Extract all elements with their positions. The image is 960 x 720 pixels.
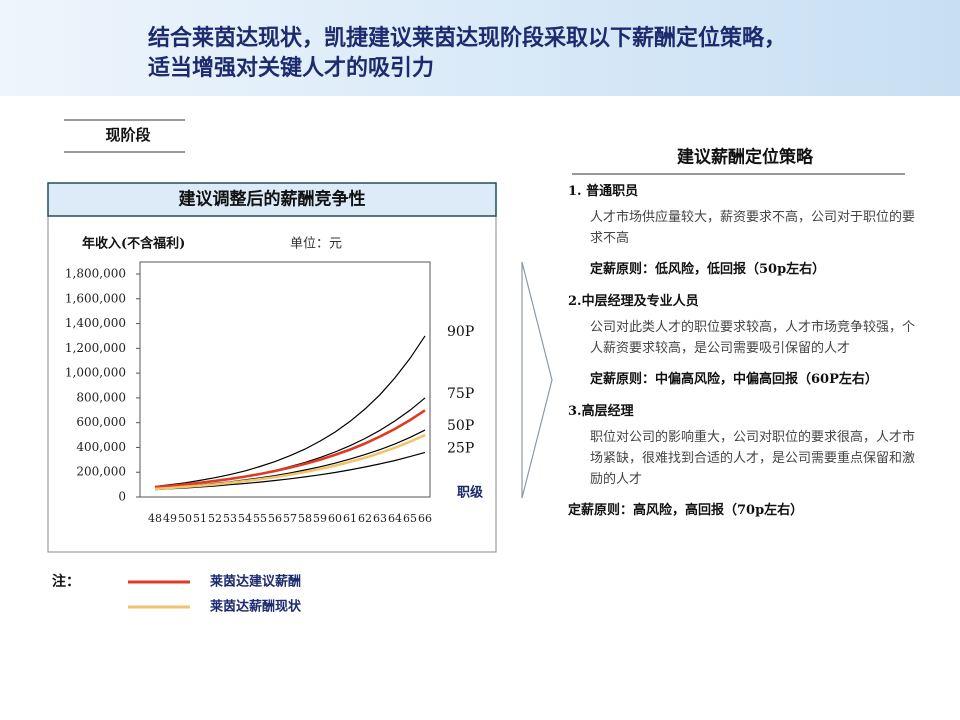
- item-heading: 3.高层经理: [568, 404, 634, 419]
- y-tick-label: 1,200,000: [65, 341, 126, 355]
- item-body: 公司对此类人才的职位要求较高，人才市场竞争较强，个人薪资要求较高，是公司需要吸引…: [590, 320, 916, 356]
- y-axis-label: 年收入(不含福利): [82, 236, 185, 252]
- x-tick-label: 63: [373, 512, 387, 525]
- x-tick-label: 50: [178, 512, 192, 525]
- slide-title: 适当增强对关键人才的吸引力: [148, 56, 435, 81]
- x-tick-label: 52: [208, 512, 222, 525]
- series-label: 50P: [447, 418, 474, 434]
- y-tick-label: 0: [118, 490, 126, 504]
- series-line: [154, 409, 426, 489]
- chart-frame: [47, 182, 497, 553]
- x-tick-label: 61: [343, 512, 357, 525]
- series-label: 25P: [447, 440, 474, 456]
- x-tick-label: 55: [253, 512, 267, 525]
- series-line: [154, 433, 426, 491]
- y-tick-label: 1,600,000: [65, 291, 126, 305]
- header-band: [0, 0, 960, 96]
- chart-title-bar: [47, 182, 497, 217]
- y-tick-label: 600,000: [76, 415, 126, 429]
- y-tick-label: 400,000: [76, 440, 126, 454]
- chart-title: 建议调整后的薪酬竞争性: [179, 189, 366, 210]
- item-body: 职位对公司的影响重大，公司对职位的要求很高，人才市场紧缺，很难找到合适的人才，是…: [590, 430, 916, 487]
- slide-title: 结合莱茵达现状，凯捷建议莱茵达现阶段采取以下薪酬定位策略，: [148, 26, 787, 51]
- x-tick-label: 60: [328, 512, 342, 525]
- legend-label: 莱茵达建议薪酬: [210, 574, 301, 590]
- item-principle: 定薪原则：低风险，低回报（50p左右）: [590, 262, 826, 277]
- series-line: [154, 335, 426, 488]
- x-tick-label: 56: [268, 512, 282, 525]
- item-principle: 定薪原则：高风险，高回报（70p左右）: [568, 503, 804, 518]
- item-body: 人才市场供应量较大，薪资要求不高，公司对于职位的要求不高: [590, 210, 916, 246]
- strategy-title: 建议薪酬定位策略: [677, 147, 814, 168]
- legend-label: 莱茵达薪酬现状: [210, 599, 302, 615]
- unit-label: 单位：元: [290, 237, 342, 252]
- x-tick-label: 49: [163, 512, 177, 525]
- item-heading: 2.中层经理及专业人员: [568, 294, 699, 309]
- x-tick-label: 51: [193, 512, 207, 525]
- y-tick-label: 1,800,000: [65, 267, 126, 281]
- y-tick-label: 1,400,000: [65, 316, 126, 330]
- x-tick-label: 59: [313, 512, 327, 525]
- arrow: [521, 261, 553, 499]
- series-label: 75P: [447, 386, 474, 402]
- item-principle: 定薪原则：中偏高风险，中偏高回报（60P左右）: [590, 372, 878, 387]
- y-tick-label: 200,000: [76, 465, 126, 479]
- note-label: 注：: [52, 573, 80, 590]
- x-tick-label: 62: [358, 512, 372, 525]
- strategy-list: 1. 普通职员人才市场供应量较大，薪资要求不高，公司对于职位的要求不高定薪原则：…: [568, 180, 920, 531]
- x-tick-label: 65: [403, 512, 417, 525]
- y-tick-label: 1,000,000: [65, 366, 126, 380]
- x-axis-label: 职级: [457, 485, 484, 501]
- x-tick-label: 64: [388, 512, 402, 525]
- item-heading: 1. 普通职员: [568, 184, 639, 199]
- series-label: 90P: [447, 324, 474, 340]
- section-label: 现阶段: [105, 126, 150, 144]
- x-tick-label: 48: [148, 512, 162, 525]
- plot-frame: [139, 261, 431, 498]
- y-tick-label: 800,000: [76, 390, 126, 404]
- x-tick-label: 58: [298, 512, 312, 525]
- x-tick-label: 66: [418, 512, 432, 525]
- x-tick-label: 53: [223, 512, 237, 525]
- x-tick-label: 54: [238, 512, 252, 525]
- x-tick-label: 57: [283, 512, 297, 525]
